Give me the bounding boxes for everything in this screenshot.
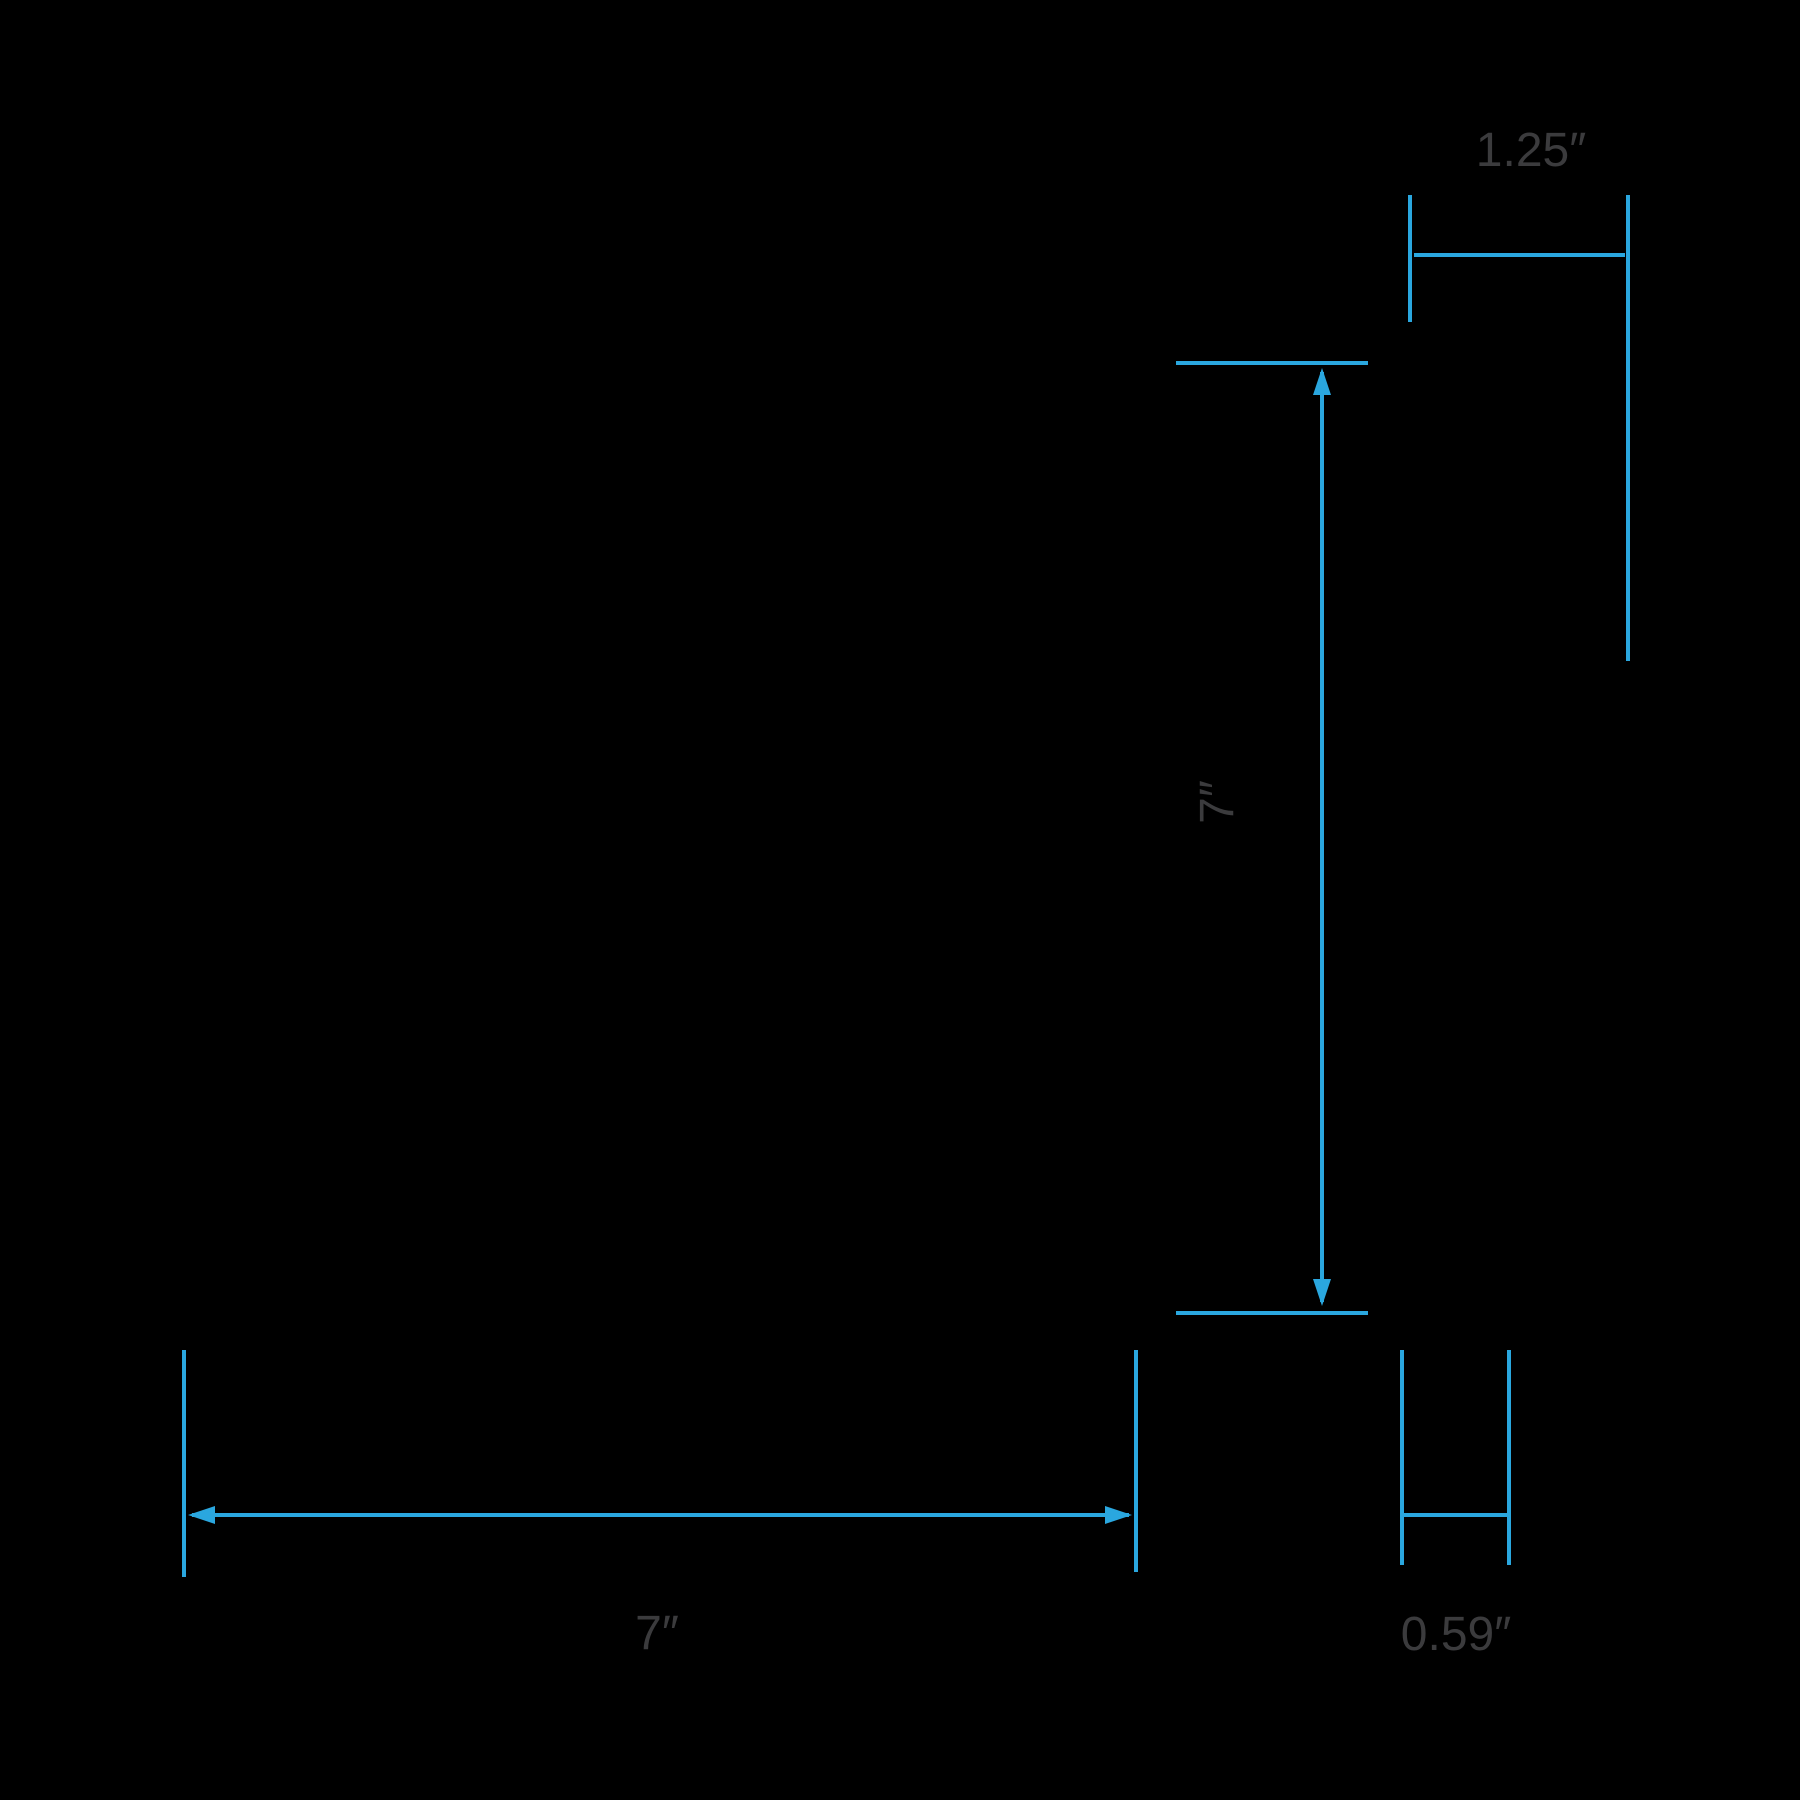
dim-notch-width-dim-line (1403, 1513, 1508, 1517)
dim-notch-width-ext-line-left (1400, 1350, 1404, 1565)
dim-height-label: 7″ (1191, 780, 1244, 824)
dim-height-ext-line-bottom (1176, 1311, 1368, 1315)
dim-notch-width-label: 0.59″ (1400, 1608, 1512, 1661)
dim-top-width-ext-line-left (1408, 195, 1412, 322)
dim-bottom-width-ext-line-left (182, 1350, 186, 1577)
dim-height-dim-line (1320, 372, 1324, 1302)
arrow-up-icon (1313, 368, 1331, 395)
dim-top-width-dim-line (1414, 253, 1625, 257)
dim-bottom-width-label: 7″ (635, 1607, 679, 1660)
arrow-right-icon (1105, 1506, 1132, 1524)
arrow-left-icon (188, 1506, 215, 1524)
dim-bottom-width-dim-line (192, 1513, 1129, 1517)
dim-notch-width-ext-line-right (1507, 1350, 1511, 1565)
dim-bottom-width-ext-line-right (1134, 1350, 1138, 1572)
dim-height-ext-line-top (1176, 361, 1368, 365)
dim-top-width-label: 1.25″ (1475, 124, 1587, 177)
arrow-down-icon (1313, 1279, 1331, 1306)
dim-top-width-ext-line-right (1626, 195, 1630, 661)
